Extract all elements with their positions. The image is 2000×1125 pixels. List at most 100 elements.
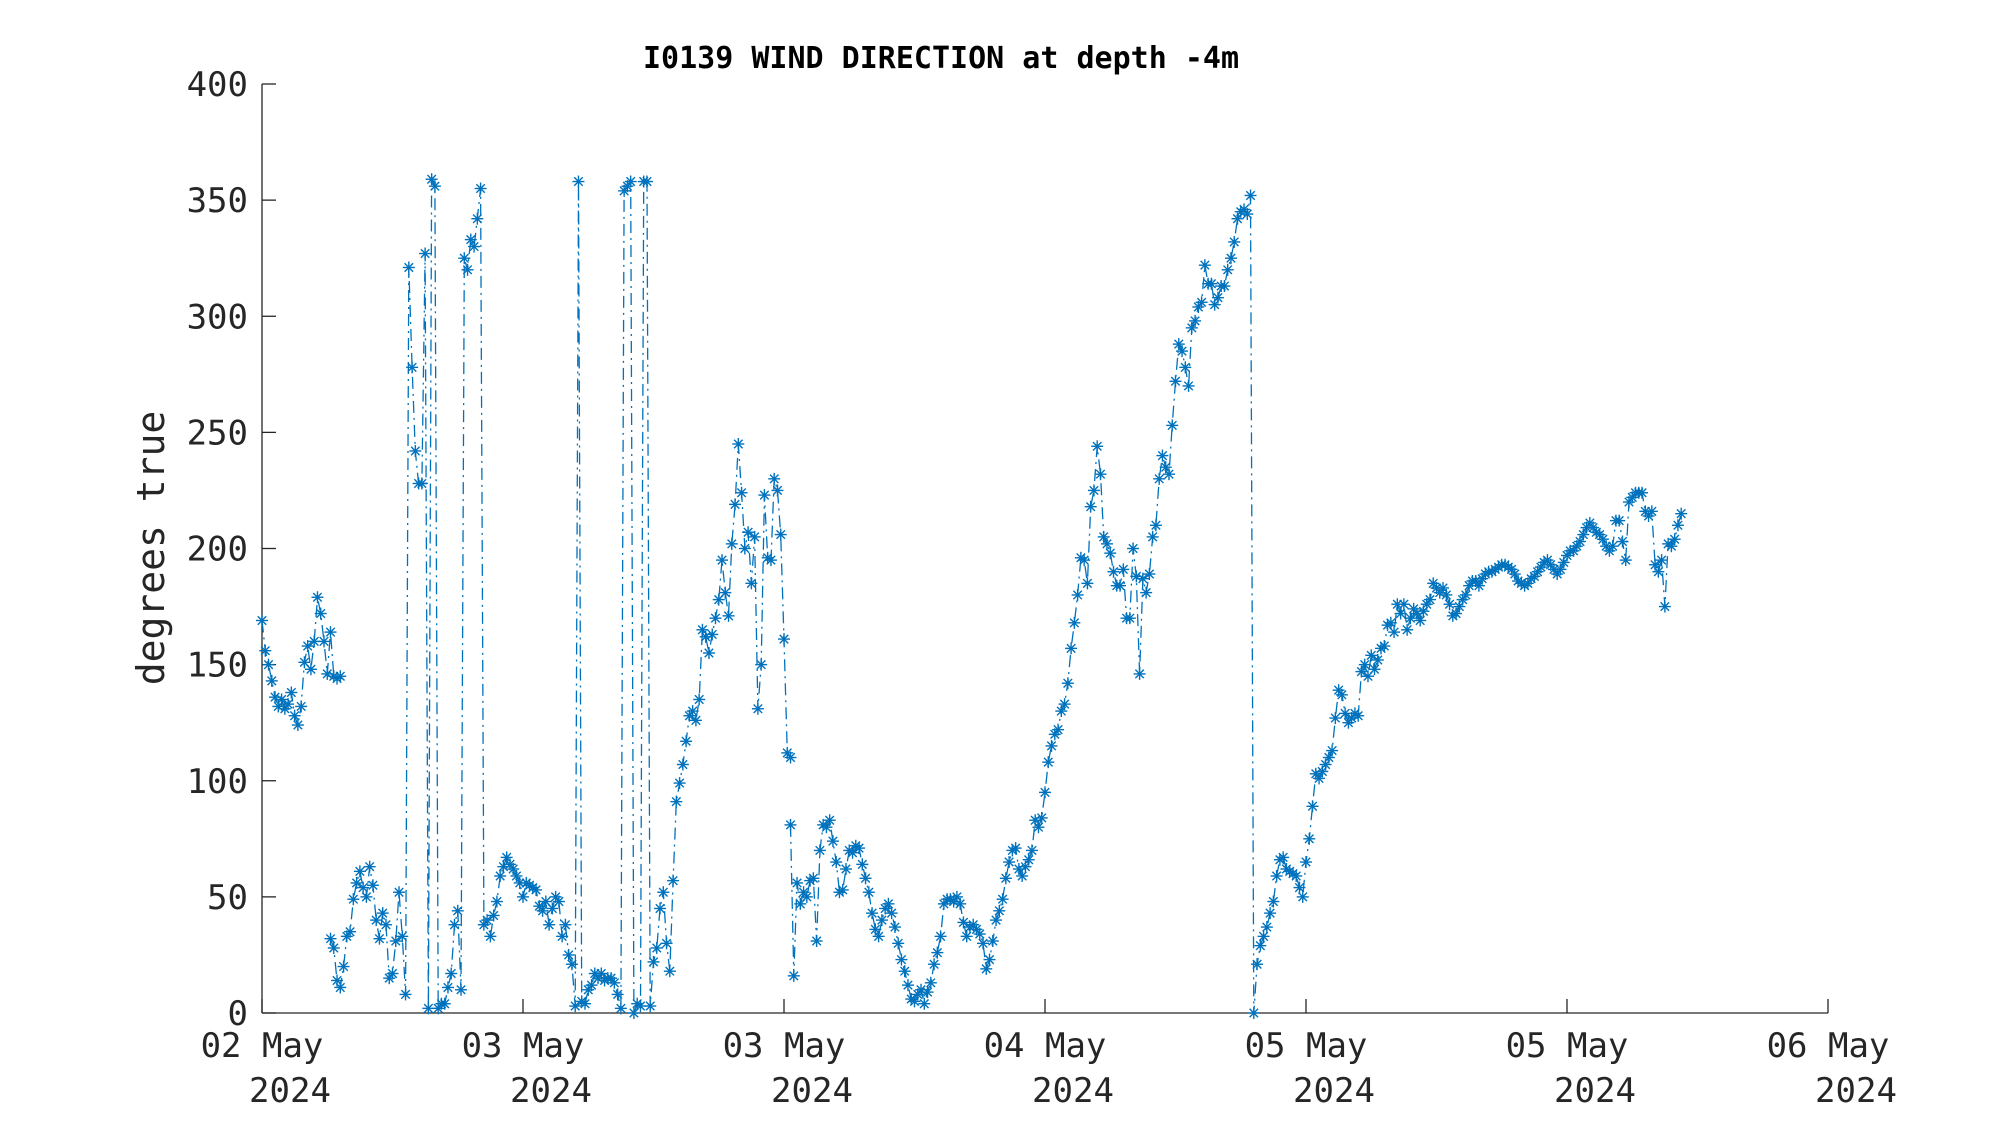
data-point <box>856 858 869 871</box>
data-point <box>530 883 543 896</box>
data-point <box>1378 640 1391 653</box>
data-point <box>1205 277 1218 290</box>
data-point <box>370 914 383 927</box>
data-point <box>647 955 660 968</box>
data-point <box>1303 832 1316 845</box>
data-point <box>1042 756 1055 769</box>
data-point <box>1254 939 1267 952</box>
data-point <box>716 554 729 567</box>
data-point <box>654 902 667 915</box>
data-point <box>373 932 386 945</box>
data-point <box>614 1002 627 1015</box>
data-point <box>725 537 738 550</box>
data-point <box>1658 600 1671 613</box>
data-point <box>999 872 1012 885</box>
data-point <box>977 937 990 950</box>
data-point <box>1176 345 1189 358</box>
data-point <box>428 180 441 193</box>
x-tick-label: 05 May <box>1506 1026 1629 1066</box>
data-point <box>1368 663 1381 676</box>
data-point <box>1257 930 1270 943</box>
data-point <box>487 909 500 922</box>
data-point <box>572 175 585 188</box>
data-point <box>954 897 967 910</box>
data-point <box>324 932 337 945</box>
y-tick-label: 200 <box>187 530 248 570</box>
data-point <box>1071 588 1084 601</box>
data-point <box>1244 189 1257 202</box>
data-point <box>419 247 432 260</box>
data-point <box>1404 612 1417 625</box>
series-lines <box>261 178 1682 1014</box>
data-point <box>1260 921 1273 934</box>
data-point <box>317 635 330 648</box>
data-point <box>1081 577 1094 590</box>
data-point <box>334 981 347 994</box>
data-point <box>451 904 464 917</box>
data-point <box>696 623 709 636</box>
data-point <box>859 872 872 885</box>
data-point <box>957 916 970 929</box>
data-point <box>1035 811 1048 824</box>
data-point <box>1388 626 1401 639</box>
data-point <box>1358 658 1371 671</box>
data-point <box>1636 486 1649 499</box>
data-point <box>1606 540 1619 553</box>
data-point <box>1169 375 1182 388</box>
data-point <box>301 640 314 653</box>
data-point <box>768 472 781 485</box>
data-point <box>885 907 898 920</box>
data-point <box>1440 588 1453 601</box>
data-point <box>921 986 934 999</box>
data-point <box>709 612 722 625</box>
data-point <box>569 1000 582 1013</box>
data-point <box>657 886 670 899</box>
x-tick-label: 05 May <box>1245 1026 1368 1066</box>
data-point <box>344 925 357 938</box>
data-point <box>1136 572 1149 585</box>
x-tick-label: 03 May <box>462 1026 585 1066</box>
data-point <box>888 921 901 934</box>
data-point <box>1104 547 1117 560</box>
data-point <box>1443 598 1456 611</box>
data-point <box>552 895 565 908</box>
data-point <box>285 686 298 699</box>
data-point <box>993 904 1006 917</box>
data-point <box>742 526 755 539</box>
data-point <box>784 751 797 764</box>
data-point <box>1022 853 1035 866</box>
x-tick-label-year: 2024 <box>771 1071 853 1111</box>
data-point <box>1300 856 1312 869</box>
data-point <box>1423 593 1436 606</box>
data-point <box>611 988 624 1001</box>
data-point <box>660 937 673 950</box>
data-point <box>441 981 454 994</box>
data-point <box>751 702 764 715</box>
data-point <box>360 890 373 903</box>
data-point <box>839 863 852 876</box>
data-point <box>1264 907 1277 920</box>
data-point <box>735 486 748 499</box>
y-tick-label: 150 <box>187 646 248 686</box>
data-point <box>366 879 379 892</box>
data-point <box>1652 565 1665 578</box>
data-point <box>771 484 784 497</box>
data-point <box>1218 280 1231 293</box>
data-point <box>1189 314 1202 327</box>
data-point <box>719 586 732 599</box>
data-point <box>1087 484 1100 497</box>
y-tick-label: 50 <box>207 878 248 918</box>
x-tick-label-year: 2024 <box>510 1071 592 1111</box>
data-point <box>950 890 963 903</box>
series-line <box>789 195 1682 1014</box>
data-point <box>1306 800 1319 813</box>
data-point <box>1146 530 1159 543</box>
data-point <box>458 252 471 265</box>
data-point <box>807 872 820 885</box>
data-point <box>1365 649 1378 662</box>
data-point <box>445 967 458 980</box>
data-point <box>562 948 575 961</box>
data-point <box>1058 698 1071 711</box>
data-point <box>689 714 702 727</box>
